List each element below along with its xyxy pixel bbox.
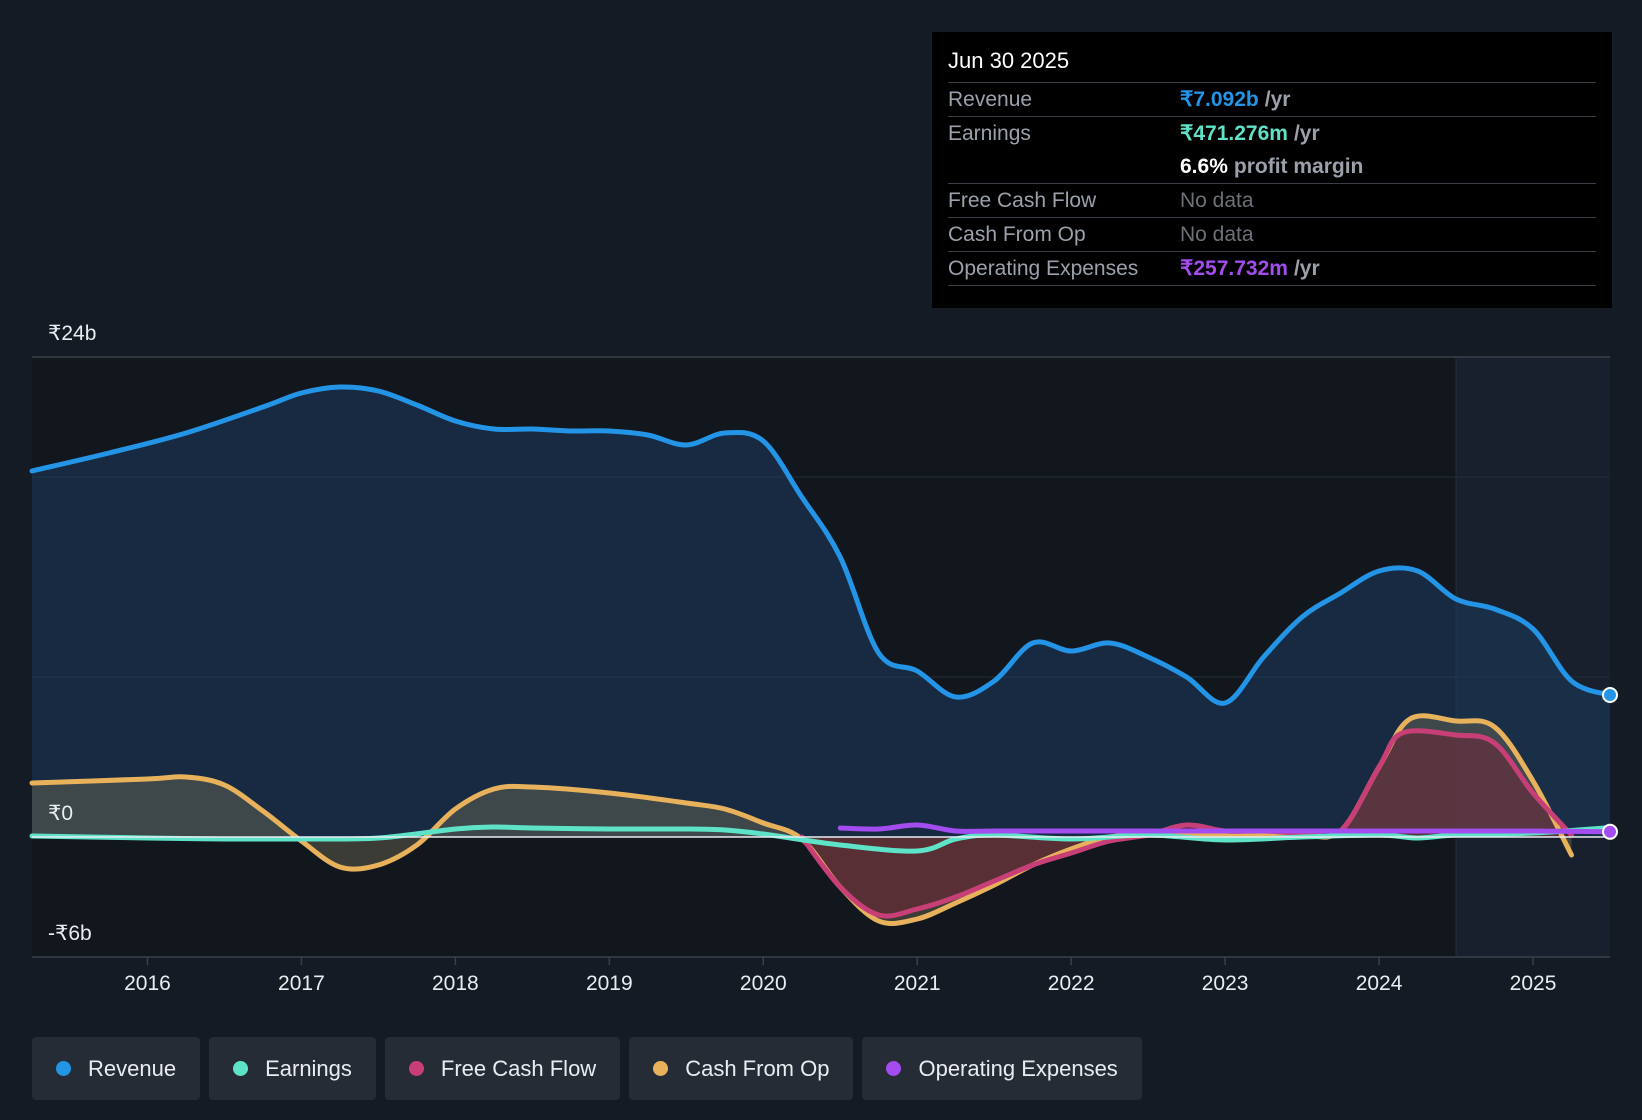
legend-label-earnings: Earnings	[265, 1055, 352, 1081]
tooltip-row-revenue: Revenue ₹7.092b/yr	[948, 83, 1596, 117]
x-tick-label: 2022	[1048, 972, 1095, 995]
tooltip-opex-unit: /yr	[1293, 257, 1320, 280]
tooltip-margin-label: profit margin	[1233, 155, 1364, 178]
tooltip-opex-value: ₹257.732m	[1180, 257, 1288, 280]
tooltip-row-margin: 6.6% profit margin	[948, 150, 1596, 184]
tooltip-revenue-value: ₹7.092b	[1180, 88, 1259, 111]
tooltip-earnings-label: Earnings	[948, 122, 1031, 145]
tooltip-row-fcf: Free Cash Flow No data	[948, 184, 1596, 218]
x-tick-label: 2025	[1510, 972, 1557, 995]
legend-label-operating-expenses: Operating Expenses	[918, 1055, 1118, 1081]
revenue-end-marker	[1602, 687, 1618, 703]
legend-dot-free-cash-flow	[408, 1061, 424, 1076]
legend: Revenue Earnings Free Cash Flow Cash Fro…	[32, 1037, 1142, 1100]
tooltip-panel: Jun 30 2025 Revenue ₹7.092b/yr Earnings …	[932, 32, 1612, 308]
legend-item-cash-from-op[interactable]: Cash From Op	[629, 1037, 854, 1100]
legend-label-revenue: Revenue	[88, 1055, 177, 1081]
x-tick-label: 2016	[124, 972, 171, 995]
legend-label-free-cash-flow: Free Cash Flow	[440, 1055, 597, 1081]
tooltip-earnings-unit: /yr	[1293, 122, 1320, 145]
tooltip-cfo-label: Cash From Op	[948, 223, 1086, 246]
tooltip-row-opex: Operating Expenses ₹257.732m/yr	[948, 252, 1596, 286]
tooltip-cfo-value: No data	[1180, 223, 1254, 246]
legend-item-free-cash-flow[interactable]: Free Cash Flow	[384, 1037, 621, 1100]
legend-dot-revenue	[56, 1061, 71, 1076]
tooltip-row-cfo: Cash From Op No data	[948, 218, 1596, 252]
tooltip-revenue-unit: /yr	[1264, 88, 1291, 111]
opex-end-marker	[1602, 823, 1618, 840]
tooltip-row-earnings: Earnings ₹471.276m/yr	[948, 117, 1596, 150]
tooltip-earnings-value: ₹471.276m	[1180, 122, 1288, 145]
tooltip-fcf-value: No data	[1180, 189, 1254, 212]
line-revenue	[29, 384, 1613, 706]
legend-item-revenue[interactable]: Revenue	[32, 1037, 201, 1100]
area-cash-from-op	[32, 715, 1572, 924]
tooltip-date: Jun 30 2025	[948, 46, 1596, 83]
x-tick-label: 2017	[278, 972, 325, 995]
x-tick-label: 2023	[1202, 972, 1249, 995]
x-tick-label: 2020	[740, 972, 787, 995]
area-free-cash-flow	[801, 730, 1572, 917]
x-tick-label: 2019	[586, 972, 633, 995]
legend-label-cash-from-op: Cash From Op	[685, 1055, 830, 1081]
tooltip-opex-label: Operating Expenses	[948, 257, 1139, 280]
line-operating-expenses	[837, 822, 1613, 835]
legend-item-operating-expenses[interactable]: Operating Expenses	[862, 1037, 1142, 1100]
y-tick-label: ₹24b	[48, 322, 96, 345]
x-tick-label: 2021	[894, 972, 941, 995]
x-tick-label: 2024	[1356, 972, 1403, 995]
legend-item-earnings[interactable]: Earnings	[209, 1037, 376, 1100]
tooltip-fcf-label: Free Cash Flow	[948, 189, 1097, 212]
line-free-cash-flow	[799, 728, 1574, 919]
tooltip-margin-value: 6.6%	[1180, 155, 1228, 178]
legend-dot-cash-from-op	[653, 1061, 669, 1076]
y-tick-label: ₹0	[48, 802, 73, 825]
legend-dot-operating-expenses	[886, 1061, 902, 1076]
line-earnings	[29, 824, 1613, 854]
legend-dot-earnings	[233, 1061, 249, 1076]
y-tick-label: -₹6b	[48, 922, 92, 945]
x-tick-label: 2018	[432, 972, 479, 995]
tooltip-revenue-label: Revenue	[948, 88, 1033, 111]
area-revenue	[32, 386, 1610, 837]
